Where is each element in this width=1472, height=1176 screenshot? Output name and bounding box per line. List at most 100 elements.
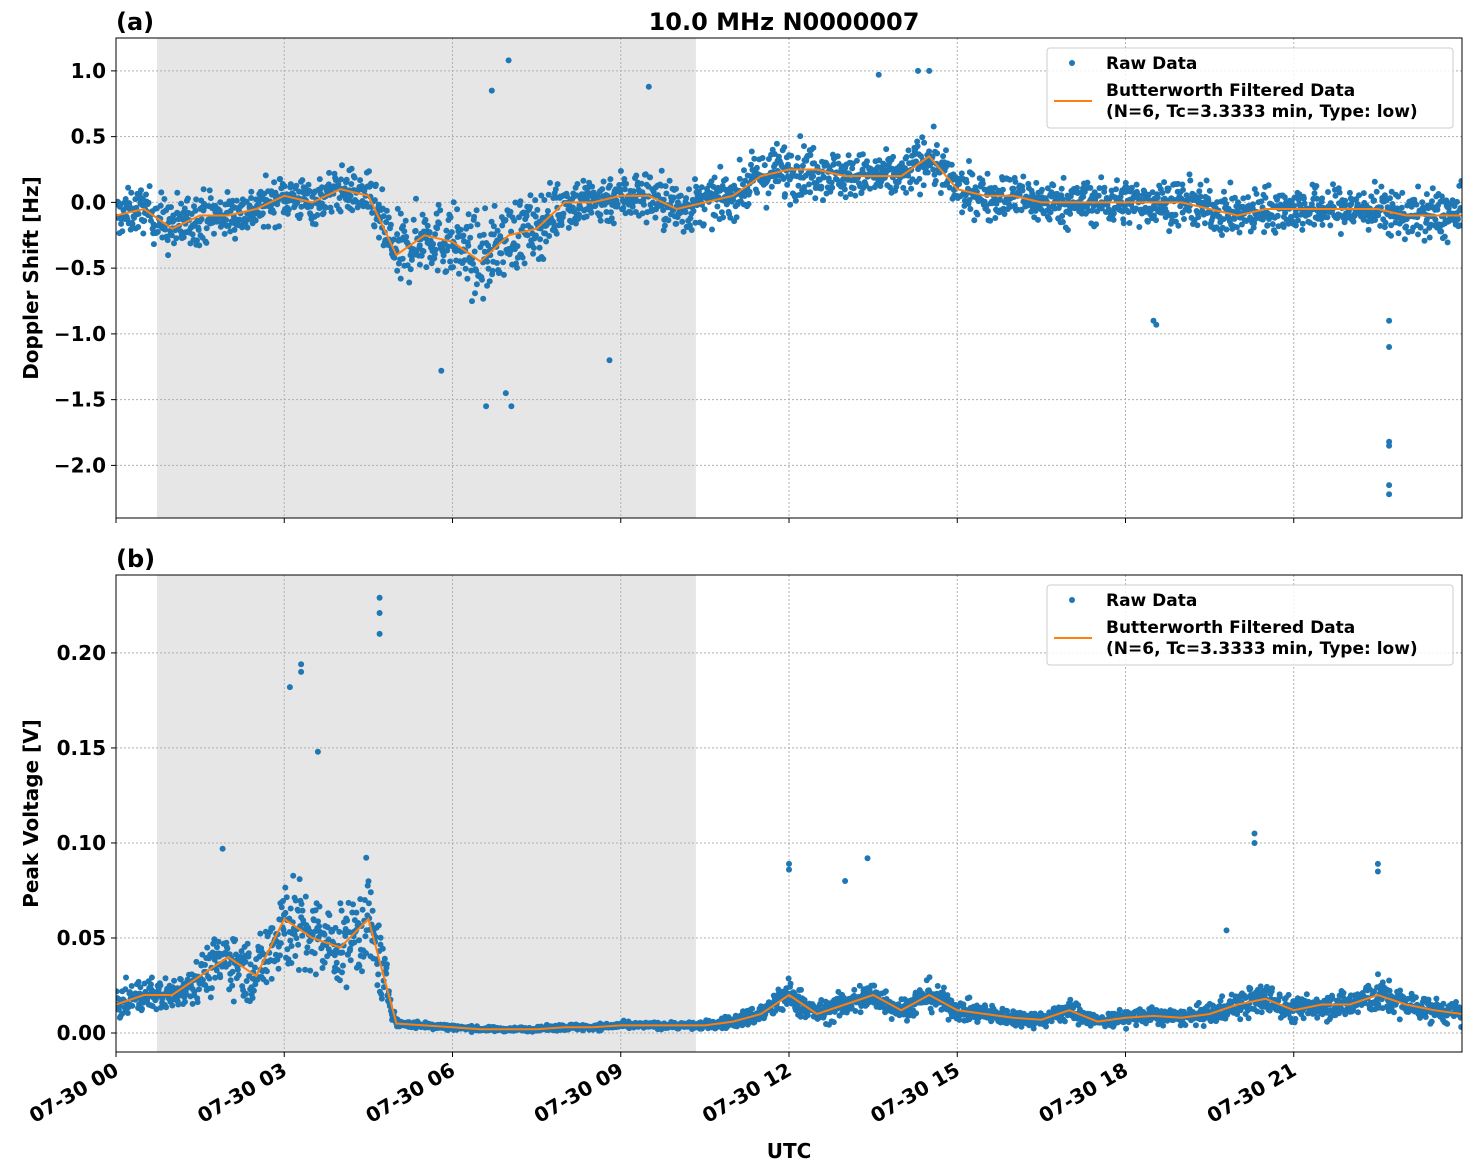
raw-data-point: [883, 988, 889, 994]
raw-data-point: [203, 240, 209, 246]
raw-data-point: [1337, 190, 1343, 196]
raw-data-point: [299, 901, 305, 907]
raw-data-point: [665, 217, 671, 223]
raw-data-point: [264, 979, 270, 985]
raw-data-point: [1347, 190, 1353, 196]
raw-data-point: [681, 229, 687, 235]
raw-data-point: [959, 209, 965, 215]
raw-data-point: [1087, 185, 1093, 191]
raw-data-point: [749, 149, 755, 155]
raw-data-point: [1455, 216, 1461, 222]
raw-data-outlier: [1386, 439, 1392, 445]
raw-data-point: [157, 982, 163, 988]
raw-data-point: [1330, 181, 1336, 187]
raw-data-point: [1399, 190, 1405, 196]
raw-data-point: [607, 183, 613, 189]
raw-data-point: [322, 932, 328, 938]
raw-data-point: [348, 181, 354, 187]
raw-data-point: [644, 220, 650, 226]
raw-data-point: [1067, 211, 1073, 217]
raw-data-point: [313, 221, 319, 227]
raw-data-point: [580, 178, 586, 184]
raw-data-point: [787, 202, 793, 208]
raw-data-point: [1187, 178, 1193, 184]
raw-data-point: [472, 290, 478, 296]
raw-data-point: [943, 147, 949, 153]
raw-data-point: [1246, 1015, 1252, 1021]
raw-data-point: [408, 266, 414, 272]
raw-data-point: [673, 221, 679, 227]
raw-data-point: [746, 201, 752, 207]
raw-data-point: [1000, 187, 1006, 193]
raw-data-point: [1194, 222, 1200, 228]
raw-data-point: [471, 214, 477, 220]
raw-data-point: [1413, 202, 1419, 208]
raw-data-point: [1121, 220, 1127, 226]
raw-data-point: [820, 197, 826, 203]
raw-data-point: [858, 1009, 864, 1015]
raw-data-point: [208, 994, 214, 1000]
raw-data-point: [938, 190, 944, 196]
raw-data-point: [1351, 219, 1357, 225]
raw-data-point: [201, 186, 207, 192]
raw-data-point: [1320, 222, 1326, 228]
raw-data-point: [1133, 1022, 1139, 1028]
raw-data-point: [1429, 198, 1435, 204]
raw-data-point: [717, 164, 723, 170]
raw-data-point: [1111, 210, 1117, 216]
raw-data-point: [352, 175, 358, 181]
raw-data-point: [749, 1006, 755, 1012]
raw-data-point: [925, 170, 931, 176]
raw-data-point: [263, 172, 269, 178]
raw-data-point: [403, 218, 409, 224]
raw-data-point: [1263, 195, 1269, 201]
raw-data-point: [631, 188, 637, 194]
raw-data-point: [916, 176, 922, 182]
raw-data-point: [1286, 992, 1292, 998]
raw-data-point: [163, 975, 169, 981]
raw-data-point: [1387, 195, 1393, 201]
raw-data-point: [662, 223, 668, 229]
raw-data-point: [1219, 232, 1225, 238]
raw-data-point: [908, 186, 914, 192]
raw-data-point: [921, 140, 927, 146]
raw-data-point: [372, 224, 378, 230]
raw-data-point: [1035, 217, 1041, 223]
raw-data-point: [436, 202, 442, 208]
raw-data-point: [851, 987, 857, 993]
raw-data-point: [454, 206, 460, 212]
y-tick-label: 0.0: [71, 190, 106, 214]
raw-data-point: [334, 960, 340, 966]
raw-data-point: [360, 907, 366, 913]
raw-data-point: [456, 271, 462, 277]
raw-data-point: [1300, 221, 1306, 227]
raw-data-point: [683, 195, 689, 201]
raw-data-point: [842, 186, 848, 192]
raw-data-point: [1113, 186, 1119, 192]
raw-data-point: [464, 276, 470, 282]
raw-data-point: [171, 978, 177, 984]
raw-data-point: [288, 181, 294, 187]
raw-data-point: [543, 239, 549, 245]
raw-data-point: [250, 995, 256, 1001]
raw-data-point: [448, 214, 454, 220]
raw-data-point: [264, 968, 270, 974]
raw-data-point: [673, 186, 679, 192]
raw-data-point: [470, 261, 476, 267]
raw-data-point: [1047, 217, 1053, 223]
raw-data-point: [1033, 180, 1039, 186]
raw-data-point: [398, 211, 404, 217]
raw-data-point: [1312, 190, 1318, 196]
raw-data-point: [228, 977, 234, 983]
chart-title: 10.0 MHz N0000007: [649, 8, 920, 36]
raw-data-point: [747, 189, 753, 195]
raw-data-point: [741, 167, 747, 173]
raw-data-point: [235, 967, 241, 973]
raw-data-point: [298, 212, 304, 218]
raw-data-point: [403, 234, 409, 240]
raw-data-point: [906, 147, 912, 153]
raw-data-point: [1195, 214, 1201, 220]
raw-data-point: [425, 223, 431, 229]
raw-data-point: [1123, 1026, 1129, 1032]
raw-data-point: [608, 209, 614, 215]
